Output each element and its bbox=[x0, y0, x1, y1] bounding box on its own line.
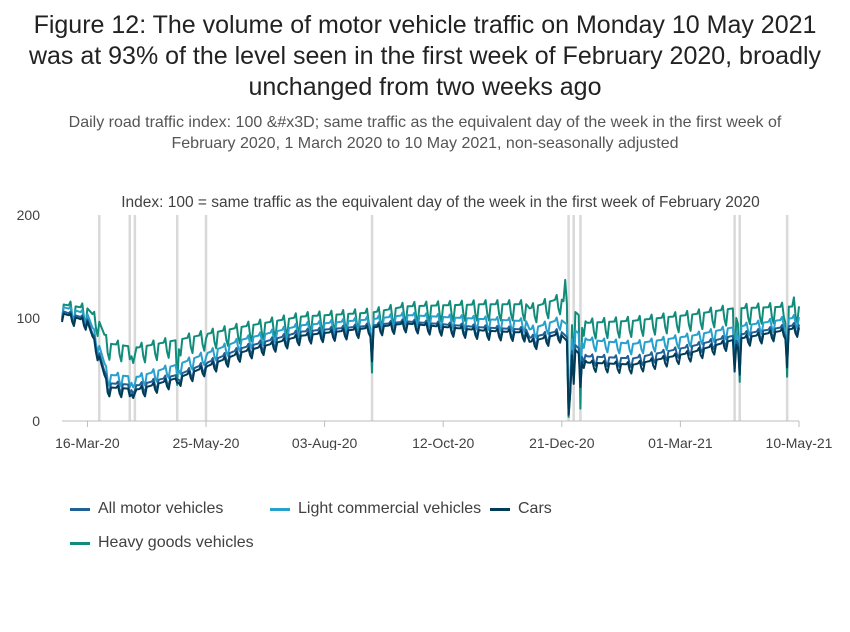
y-tick-label: 0 bbox=[32, 413, 40, 429]
series-line-heavy-goods-vehicles bbox=[61, 278, 800, 418]
legend-swatch bbox=[70, 541, 90, 545]
y-axis-label: Index: 100 = same traffic as the equival… bbox=[121, 194, 760, 211]
series-line-light-commercial-vehicles bbox=[61, 305, 800, 408]
x-tick-label: 25-May-20 bbox=[173, 435, 240, 450]
legend-item: All motor vehicles bbox=[70, 500, 223, 518]
x-tick-label: 16-Mar-20 bbox=[55, 435, 120, 450]
chart-title: Figure 12: The volume of motor vehicle t… bbox=[28, 11, 822, 101]
y-tick-label: 200 bbox=[17, 207, 41, 223]
legend-label: Heavy goods vehicles bbox=[98, 534, 254, 551]
legend-swatch bbox=[70, 507, 90, 511]
legend-item: Heavy goods vehicles bbox=[70, 534, 254, 552]
legend-swatch bbox=[270, 507, 290, 511]
legend-label: All motor vehicles bbox=[98, 500, 224, 517]
legend-item: Light commercial vehicles bbox=[270, 500, 481, 518]
series-line-cars bbox=[61, 312, 800, 416]
x-tick-label: 12-Oct-20 bbox=[412, 435, 474, 450]
legend-item: Cars bbox=[490, 500, 552, 518]
chart-subtitle: Daily road traffic index: 100 &#x3D; sam… bbox=[68, 114, 782, 152]
x-tick-label: 03-Aug-20 bbox=[292, 435, 358, 450]
x-tick-label: 01-Mar-21 bbox=[648, 435, 713, 450]
legend-label: Cars bbox=[518, 500, 552, 517]
y-tick-label: 100 bbox=[17, 310, 41, 326]
x-tick-label: 10-May-21 bbox=[766, 435, 833, 450]
legend-label: Light commercial vehicles bbox=[298, 500, 482, 517]
x-tick-label: 21-Dec-20 bbox=[529, 435, 595, 450]
legend-swatch bbox=[490, 507, 510, 511]
line-chart: Index: 100 = same traffic as the equival… bbox=[17, 194, 833, 450]
